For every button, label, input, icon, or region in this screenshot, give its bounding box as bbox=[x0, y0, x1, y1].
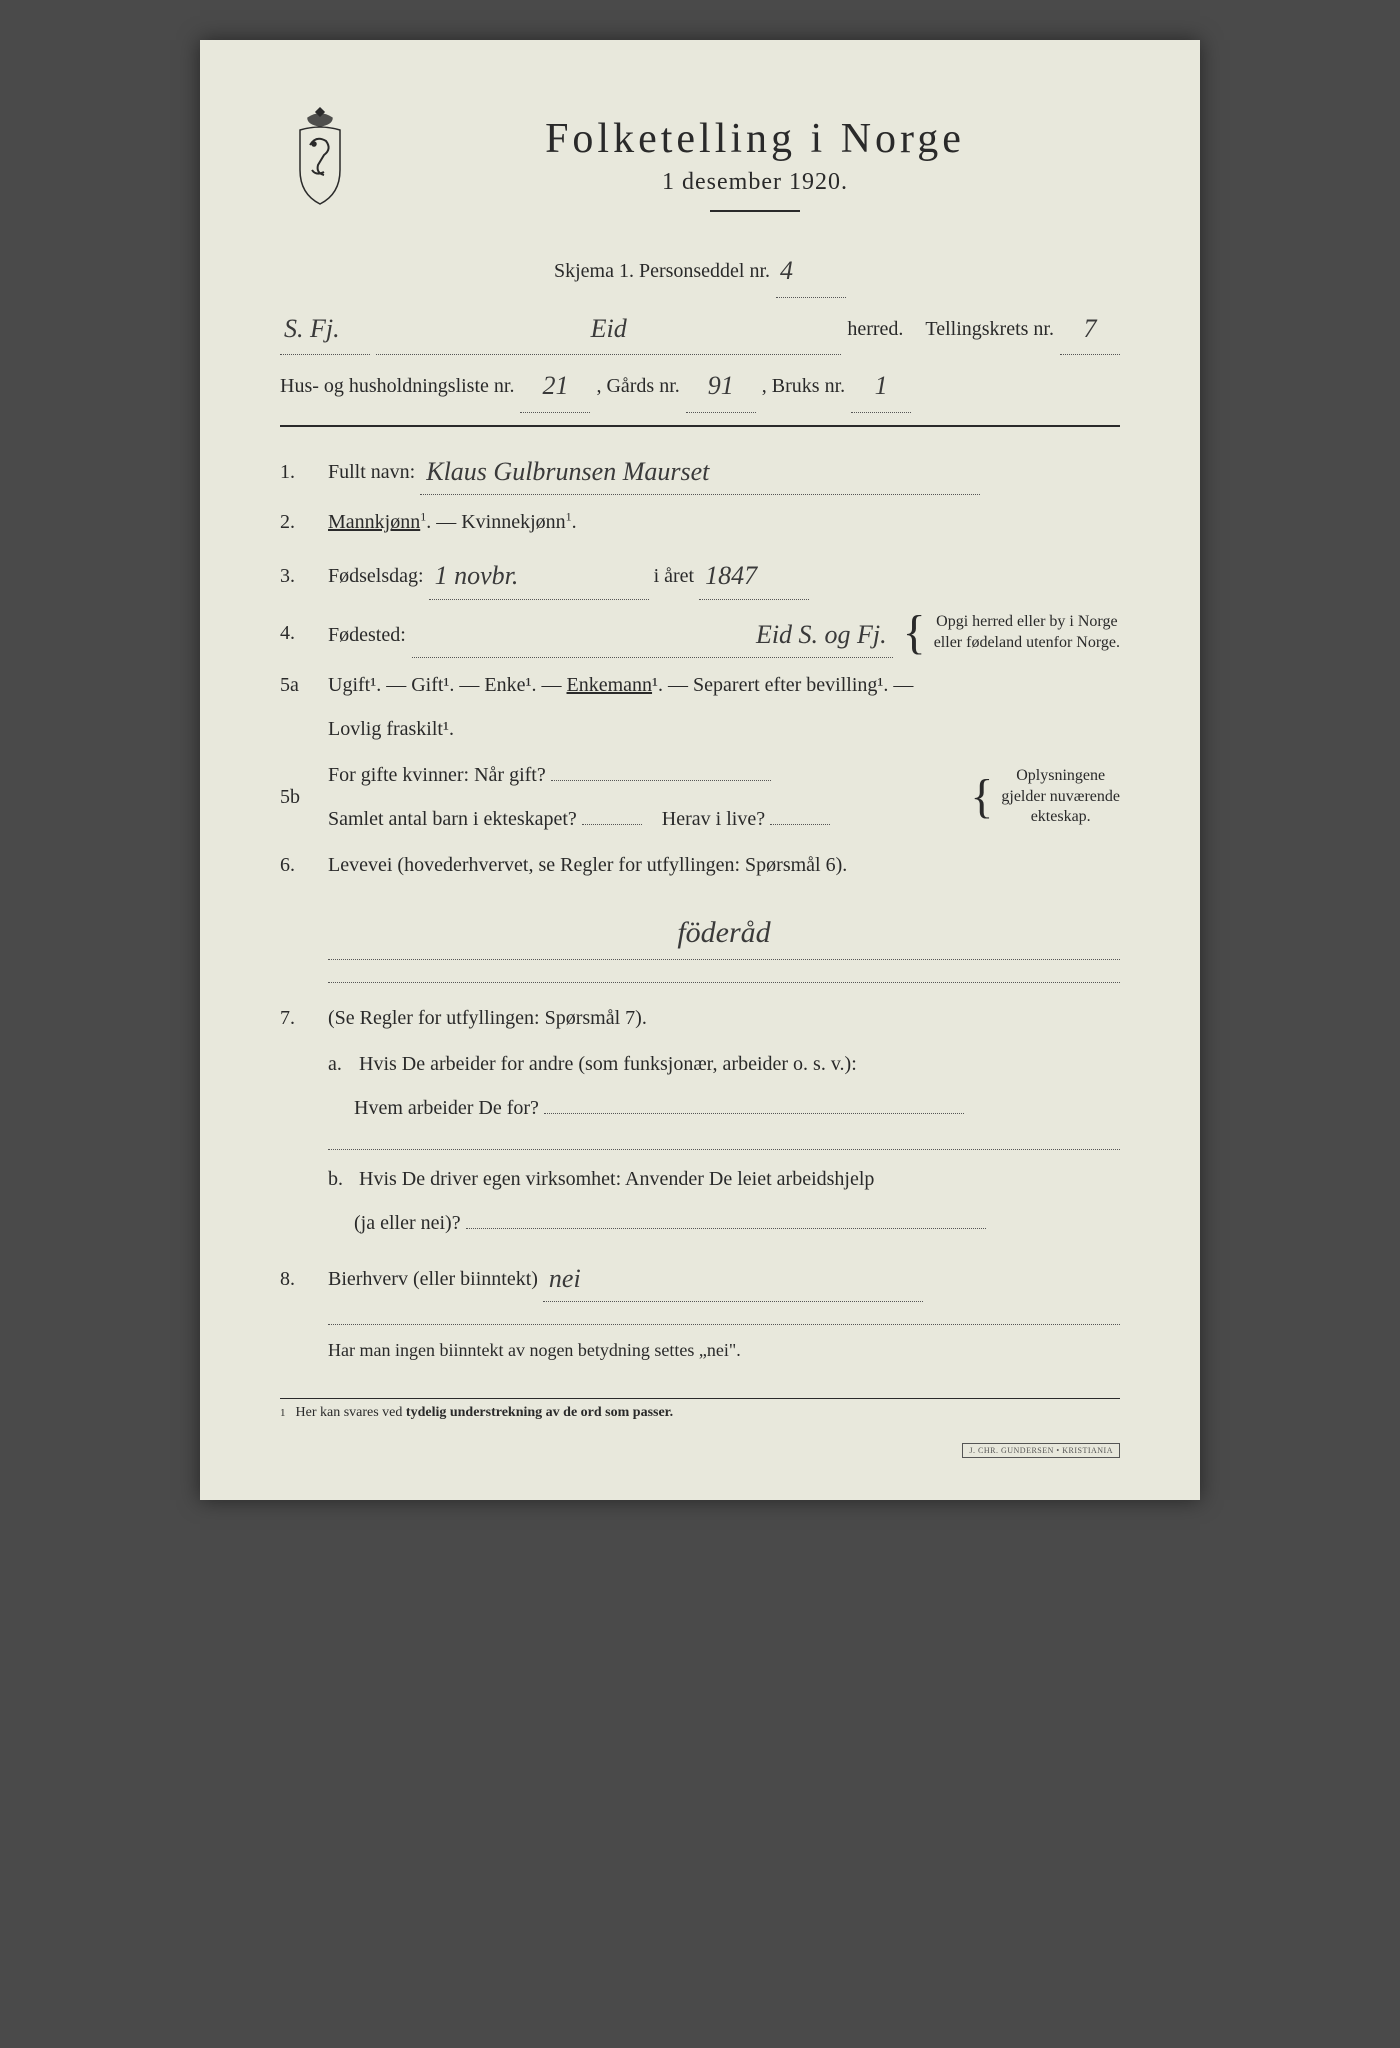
q-num: 1. bbox=[280, 453, 314, 491]
q5b-a: For gifte kvinner: Når gift? bbox=[328, 764, 546, 786]
q3-label: Fødselsdag: bbox=[328, 565, 424, 587]
q4-label: Fødested: bbox=[328, 616, 406, 654]
skjema-line: Skjema 1. Personseddel nr. 4 bbox=[280, 242, 1120, 298]
q4: 4. Fødested: Eid S. og Fj. { Opgi herred… bbox=[280, 608, 1120, 658]
q7a-text: Hvis De arbeider for andre (som funksjon… bbox=[359, 1053, 857, 1075]
q5b-note-c: ekteskap. bbox=[1001, 807, 1120, 828]
footnote-rule bbox=[280, 1398, 1120, 1399]
q5a-rest: ¹. — Separert efter bevilling¹. — bbox=[652, 674, 913, 696]
title-block: Folketelling i Norge 1 desember 1920. bbox=[390, 100, 1120, 232]
skjema-label: Skjema 1. Personseddel nr. bbox=[554, 250, 770, 292]
printer-stamp: J. CHR. GUNDERSEN • KRISTIANIA bbox=[962, 1443, 1120, 1458]
q1-value: Klaus Gulbrunsen Maurset bbox=[426, 457, 709, 486]
q7b-text: Hvis De driver egen virksomhet: Anvender… bbox=[359, 1168, 874, 1190]
q-num: 2. bbox=[280, 503, 314, 541]
q5a-selected: Enkemann bbox=[567, 674, 653, 696]
q3-year: 1847 bbox=[705, 561, 757, 590]
tellingskrets-label: Tellingskrets nr. bbox=[925, 308, 1054, 350]
q2: 2. Mannkjønn1. — Kvinnekjønn1. bbox=[280, 503, 1120, 541]
q8: 8. Bierhverv (eller biinntekt) nei Har m… bbox=[280, 1252, 1120, 1368]
q8-value: nei bbox=[549, 1264, 581, 1293]
q1: 1. Fullt navn: Klaus Gulbrunsen Maurset bbox=[280, 445, 1120, 495]
census-form-page: Folketelling i Norge 1 desember 1920. Sk… bbox=[200, 40, 1200, 1500]
q7a-sub: Hvem arbeider De for? bbox=[354, 1097, 539, 1119]
bruks-nr: 1 bbox=[875, 371, 888, 400]
q8-label: Bierhverv (eller biinntekt) bbox=[328, 1268, 538, 1290]
date-line: 1 desember 1920. bbox=[390, 169, 1120, 196]
q4-note-b: eller fødeland utenfor Norge. bbox=[934, 633, 1120, 654]
blank-line bbox=[328, 982, 1120, 983]
q6-label: Levevei (hovederhvervet, se Regler for u… bbox=[328, 854, 847, 876]
q3-day: 1 novbr. bbox=[435, 561, 519, 590]
brace-icon: { bbox=[970, 778, 993, 816]
q5a: 5a Ugift¹. — Gift¹. — Enke¹. — Enkemann¹… bbox=[280, 666, 1120, 748]
hus-line: Hus- og husholdningsliste nr. 21 , Gårds… bbox=[280, 357, 1120, 413]
q6: 6. Levevei (hovederhvervet, se Regler fo… bbox=[280, 846, 1120, 991]
q5b-note-b: gjelder nuværende bbox=[1001, 787, 1120, 808]
q-num: 5b bbox=[280, 778, 314, 816]
tellingskrets-nr: 7 bbox=[1084, 314, 1097, 343]
q-num: 6. bbox=[280, 846, 314, 884]
coat-of-arms-icon bbox=[280, 100, 360, 210]
q-num: 4. bbox=[280, 614, 314, 652]
q4-note-a: Opgi herred eller by i Norge bbox=[934, 612, 1120, 633]
q3-mid: i året bbox=[654, 565, 695, 587]
q7a: a. Hvis De arbeider for andre (som funks… bbox=[328, 1045, 1120, 1150]
q1-label: Fullt navn: bbox=[328, 461, 415, 483]
q7b-sub: (ja eller nei)? bbox=[354, 1212, 461, 1234]
brace-icon: { bbox=[903, 614, 926, 652]
q7: 7. (Se Regler for utfyllingen: Spørsmål … bbox=[280, 999, 1120, 1037]
gards-nr: 91 bbox=[708, 371, 734, 400]
q5b-note: { Oplysningene gjelder nuværende ekteska… bbox=[970, 766, 1120, 828]
q6-value: föderåd bbox=[677, 916, 770, 949]
bruks-label: , Bruks nr. bbox=[762, 365, 845, 407]
q5b-c: Herav i live? bbox=[662, 808, 765, 830]
q-num: 3. bbox=[280, 557, 314, 595]
personseddel-nr: 4 bbox=[780, 256, 793, 285]
herred-label: herred. bbox=[847, 308, 903, 350]
hus-nr: 21 bbox=[542, 371, 568, 400]
q-num: 5a bbox=[280, 666, 314, 704]
divider bbox=[280, 425, 1120, 427]
q8-note: Har man ingen biinntekt av nogen betydni… bbox=[328, 1333, 1120, 1367]
q-num: 7. bbox=[280, 999, 314, 1037]
header: Folketelling i Norge 1 desember 1920. bbox=[280, 100, 1120, 232]
q5b-note-a: Oplysningene bbox=[1001, 766, 1120, 787]
q5a-options: Ugift¹. — Gift¹. — Enke¹. — bbox=[328, 674, 567, 696]
q7-label: (Se Regler for utfyllingen: Spørsmål 7). bbox=[328, 1007, 647, 1029]
q5b-b: Samlet antal barn i ekteskapet? bbox=[328, 808, 577, 830]
gards-label: , Gårds nr. bbox=[596, 365, 679, 407]
herred-name: Eid bbox=[591, 314, 627, 343]
blank-line bbox=[328, 1324, 1120, 1325]
q4-note: { Opgi herred eller by i Norge eller fød… bbox=[903, 612, 1120, 654]
footnote-text: Her kan svares ved tydelig understreknin… bbox=[296, 1405, 674, 1421]
prefix-hand: S. Fj. bbox=[284, 314, 340, 343]
q4-value: Eid S. og Fj. bbox=[756, 620, 887, 649]
q2-rest: . — Kvinnekjønn bbox=[426, 511, 565, 533]
footnote: 1 Her kan svares ved tydelig understrekn… bbox=[280, 1405, 1120, 1421]
q5b: 5b For gifte kvinner: Når gift? Samlet a… bbox=[280, 756, 1120, 838]
herred-line: S. Fj. Eid herred. Tellingskrets nr. 7 bbox=[280, 300, 1120, 356]
blank-line bbox=[328, 1149, 1120, 1150]
footnote-num: 1 bbox=[280, 1407, 286, 1419]
q-num: 8. bbox=[280, 1260, 314, 1298]
q7b: b. Hvis De driver egen virksomhet: Anven… bbox=[328, 1160, 1120, 1242]
q3: 3. Fødselsdag: 1 novbr. i året 1847 bbox=[280, 549, 1120, 599]
q5a-line2: Lovlig fraskilt¹. bbox=[328, 710, 1120, 748]
title-rule bbox=[710, 210, 800, 212]
q2-mannkjonn: Mannkjønn bbox=[328, 511, 420, 533]
main-title: Folketelling i Norge bbox=[390, 115, 1120, 163]
hus-label: Hus- og husholdningsliste nr. bbox=[280, 365, 514, 407]
